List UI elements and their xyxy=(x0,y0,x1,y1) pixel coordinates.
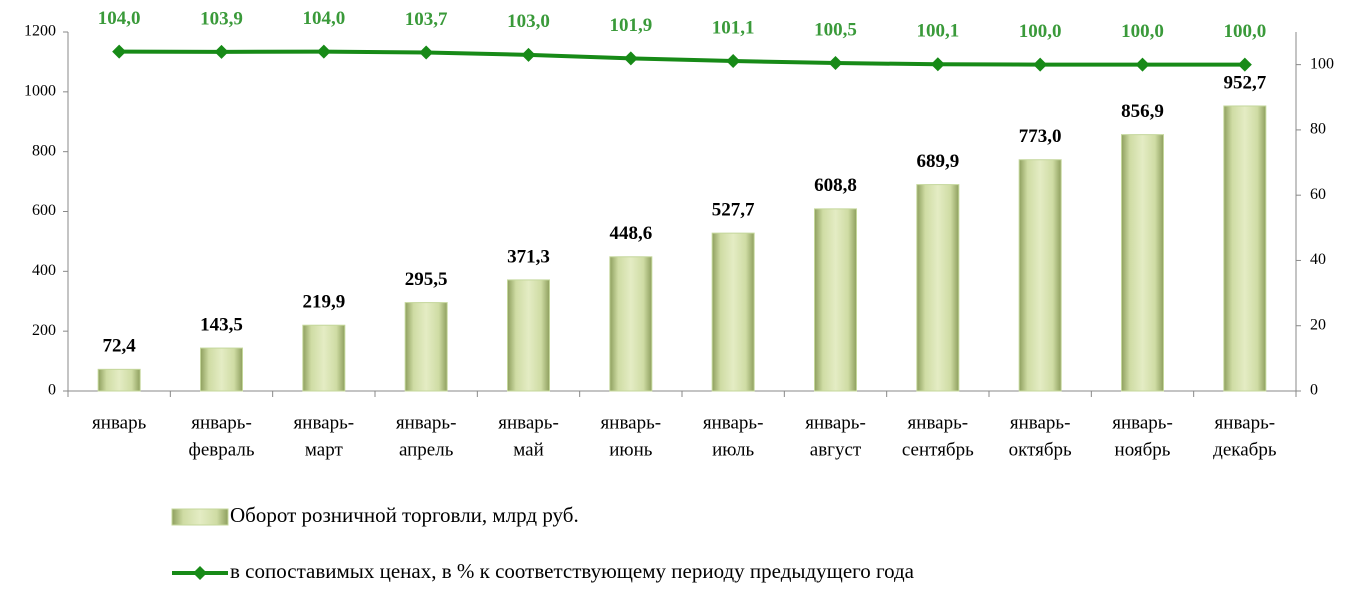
line-value-label: 103,0 xyxy=(507,11,550,32)
line-value-label: 100,5 xyxy=(814,19,857,40)
bar xyxy=(609,256,653,392)
bar xyxy=(97,368,141,392)
line-value-label: 104,0 xyxy=(98,8,141,29)
line-marker xyxy=(623,51,638,66)
y2-tick-label: 20 xyxy=(1310,316,1326,333)
bar-value-label: 689,9 xyxy=(916,151,959,172)
line-marker xyxy=(316,44,331,59)
bar-value-label: 773,0 xyxy=(1019,126,1062,147)
bar-value-label: 856,9 xyxy=(1121,101,1164,122)
y-tick-label: 1200 xyxy=(24,23,56,40)
x-tick-label: январь- xyxy=(498,412,559,433)
bar-value-label: 448,6 xyxy=(609,223,652,244)
bar xyxy=(507,279,550,392)
x-tick-label: август xyxy=(810,439,862,460)
x-tick-label: октябрь xyxy=(1009,439,1072,460)
bar-value-label: 295,5 xyxy=(405,269,448,290)
x-tick-label: июнь xyxy=(609,439,653,460)
x-tick-label: февраль xyxy=(189,439,255,460)
x-tick-label: март xyxy=(305,439,344,460)
y-tick-label: 400 xyxy=(32,262,56,279)
line-value-label: 104,0 xyxy=(302,8,345,29)
line-marker xyxy=(521,47,536,62)
line-marker xyxy=(930,57,945,72)
legend-marker xyxy=(193,566,207,580)
bar xyxy=(1223,105,1267,392)
bar-value-label: 952,7 xyxy=(1223,72,1266,93)
x-tick-label: январь- xyxy=(1010,412,1071,433)
x-tick-label: январь- xyxy=(294,412,355,433)
line-value-label: 100,0 xyxy=(1019,21,1062,42)
y-tick-label: 200 xyxy=(32,322,56,339)
x-tick-label: ноябрь xyxy=(1115,439,1171,460)
x-tick-label: январь- xyxy=(1215,412,1276,433)
bar xyxy=(200,347,243,392)
line-value-label: 101,1 xyxy=(712,17,755,38)
line-value-label: 100,0 xyxy=(1223,21,1266,42)
y2-tick-label: 60 xyxy=(1310,186,1326,203)
x-tick-label: январь- xyxy=(191,412,252,433)
legend-label: Оборот розничной торговли, млрд руб. xyxy=(230,503,579,527)
bar-value-label: 527,7 xyxy=(712,199,755,220)
y2-tick-label: 80 xyxy=(1310,121,1326,138)
x-tick-label: апрель xyxy=(399,439,454,460)
bar-value-label: 219,9 xyxy=(302,292,345,313)
line xyxy=(119,49,1245,67)
y-tick-label: 0 xyxy=(48,382,56,399)
line-marker xyxy=(828,56,843,71)
bar xyxy=(1018,159,1062,392)
line-value-label: 100,1 xyxy=(916,21,959,42)
line-marker xyxy=(726,54,741,69)
line-marker xyxy=(214,44,229,59)
bar xyxy=(1121,134,1164,392)
line-value-label: 103,9 xyxy=(200,8,243,29)
bar-value-label: 371,3 xyxy=(507,246,550,267)
x-tick-label: июль xyxy=(712,439,754,460)
y2-tick-label: 100 xyxy=(1310,55,1334,72)
x-tick-label: январь- xyxy=(396,412,457,433)
y-tick-label: 1000 xyxy=(24,83,56,100)
x-tick-label: январь- xyxy=(1112,412,1173,433)
legend-swatch xyxy=(171,508,229,526)
y2-tick-label: 40 xyxy=(1310,251,1326,268)
bar-value-label: 143,5 xyxy=(200,314,243,335)
bar xyxy=(814,208,857,392)
line-marker xyxy=(1237,57,1252,72)
x-tick-label: январь- xyxy=(908,412,969,433)
line-value-label: 101,9 xyxy=(609,15,652,36)
bar xyxy=(916,184,960,392)
bar xyxy=(711,232,755,392)
bar xyxy=(302,324,346,392)
x-tick-label: январь xyxy=(92,412,147,433)
bar-value-label: 72,4 xyxy=(103,336,137,357)
x-tick-label: май xyxy=(513,439,544,460)
line-marker xyxy=(419,45,434,60)
bar-value-label: 608,8 xyxy=(814,175,857,196)
x-tick-label: январь- xyxy=(601,412,662,433)
line-marker xyxy=(1033,57,1048,72)
line-value-label: 103,7 xyxy=(405,9,448,30)
line-value-label: 100,0 xyxy=(1121,21,1164,42)
x-tick-label: январь- xyxy=(805,412,866,433)
y2-tick-label: 0 xyxy=(1310,382,1318,399)
legend-label: в сопоставимых ценах, в % к соответствую… xyxy=(230,559,915,583)
line-marker xyxy=(112,44,127,59)
x-tick-label: январь- xyxy=(703,412,764,433)
bar xyxy=(404,302,448,392)
line-marker xyxy=(1135,57,1150,72)
x-tick-label: декабрь xyxy=(1213,439,1277,460)
y-tick-label: 600 xyxy=(32,202,56,219)
y-tick-label: 800 xyxy=(32,142,56,159)
x-tick-label: сентябрь xyxy=(902,439,974,460)
